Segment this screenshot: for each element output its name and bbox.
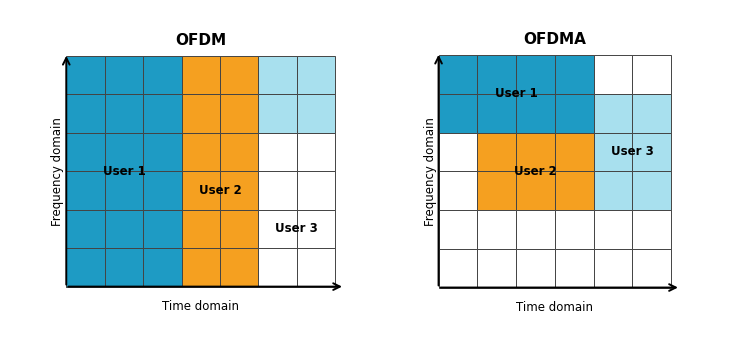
Bar [593,133,632,171]
Bar [516,171,555,210]
Bar [143,133,182,171]
Bar [143,56,182,94]
Bar [439,133,477,171]
Text: Time domain: Time domain [516,301,593,314]
Bar [477,249,516,287]
Bar [439,55,477,94]
Bar [593,171,632,210]
Bar [66,171,104,210]
Text: Frequency domain: Frequency domain [51,117,64,226]
Bar [477,55,516,94]
Text: User 2: User 2 [514,165,557,178]
Bar [182,133,220,171]
Bar [220,210,258,248]
Bar [182,56,220,94]
Bar [632,249,671,287]
Bar [555,249,593,287]
Bar [258,248,297,286]
Bar [593,55,632,94]
Bar [439,171,477,210]
Bar [104,94,143,133]
Bar [182,210,220,248]
Title: OFDM: OFDM [175,33,226,48]
Text: User 1: User 1 [495,87,537,100]
Bar [220,94,258,133]
Bar [439,210,477,249]
Bar [439,249,477,287]
Bar [593,210,632,249]
Bar [182,171,220,210]
Bar [220,171,258,210]
Bar [555,210,593,249]
Bar [258,94,297,133]
Bar [104,133,143,171]
Bar [297,171,335,210]
Bar [632,133,671,171]
Title: OFDMA: OFDMA [523,32,586,47]
Bar [516,55,555,94]
Bar [477,210,516,249]
Bar [104,171,143,210]
Bar [143,171,182,210]
Text: User 2: User 2 [199,184,242,197]
Bar [632,210,671,249]
Bar [143,248,182,286]
Bar [66,133,104,171]
Bar [143,210,182,248]
Text: User 1: User 1 [102,165,145,178]
Bar [477,94,516,133]
Bar [555,55,593,94]
Bar [297,56,335,94]
Text: Frequency domain: Frequency domain [423,117,437,226]
Bar [66,248,104,286]
Bar [220,133,258,171]
Bar [104,210,143,248]
Bar [477,171,516,210]
Bar [66,210,104,248]
Bar [555,94,593,133]
Bar [104,248,143,286]
Text: User 3: User 3 [275,222,318,236]
Bar [632,171,671,210]
Bar [555,171,593,210]
Bar [516,210,555,249]
Bar [439,94,477,133]
Bar [593,94,632,133]
Bar [66,94,104,133]
Bar [555,133,593,171]
Bar [143,94,182,133]
Bar [258,171,297,210]
Bar [182,248,220,286]
Bar [632,94,671,133]
Bar [477,133,516,171]
Text: User 3: User 3 [611,145,653,159]
Bar [593,249,632,287]
Bar [182,94,220,133]
Bar [516,133,555,171]
Bar [297,133,335,171]
Bar [297,94,335,133]
Bar [66,56,104,94]
Bar [632,55,671,94]
Bar [220,248,258,286]
Bar [104,56,143,94]
Bar [297,210,335,248]
Bar [297,248,335,286]
Bar [516,94,555,133]
Bar [258,210,297,248]
Bar [220,56,258,94]
Bar [258,56,297,94]
Text: Time domain: Time domain [162,300,239,313]
Bar [516,249,555,287]
Bar [258,133,297,171]
